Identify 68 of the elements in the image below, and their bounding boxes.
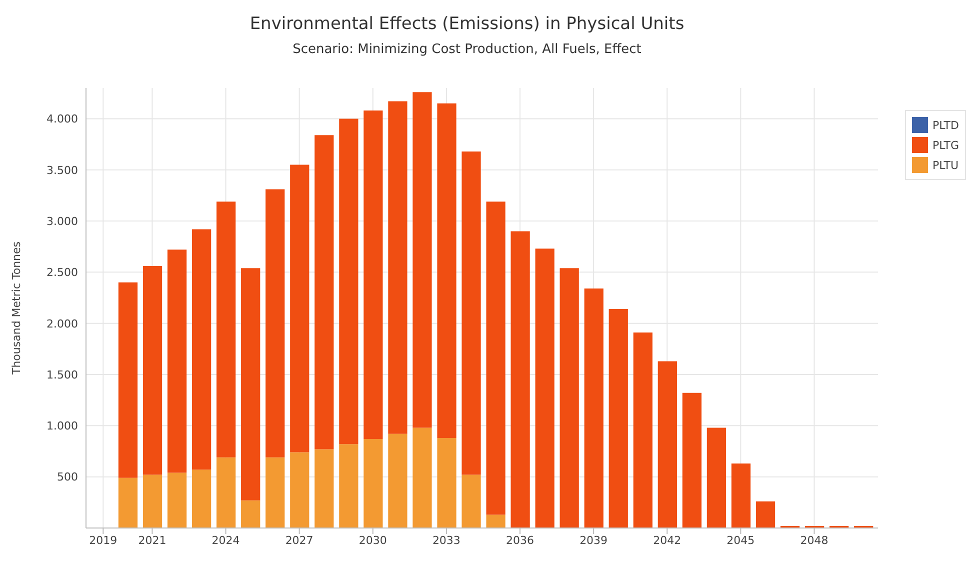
bar xyxy=(462,474,481,528)
chart-subtitle: Scenario: Minimizing Cost Production, All Fuels, Effect xyxy=(292,42,642,57)
x-tick-label: 2036 xyxy=(506,534,534,547)
bar xyxy=(756,501,776,528)
bar xyxy=(192,229,212,470)
bar xyxy=(706,428,726,528)
y-tick-label: 3.500 xyxy=(46,164,78,177)
x-tick-label: 2030 xyxy=(358,534,387,547)
x-tick-label: 2021 xyxy=(138,534,166,547)
bar xyxy=(364,110,383,439)
bar xyxy=(314,135,334,450)
bar xyxy=(192,470,212,528)
bar xyxy=(167,472,187,528)
bar xyxy=(266,457,285,528)
bar xyxy=(167,250,187,473)
y-tick-label: 3.000 xyxy=(46,214,78,228)
bar xyxy=(437,438,456,528)
bar xyxy=(486,514,506,528)
bar xyxy=(388,434,408,528)
bar xyxy=(682,392,702,528)
bar xyxy=(412,428,432,528)
bar xyxy=(216,202,236,458)
x-tick-label: 2045 xyxy=(726,534,755,547)
bar xyxy=(535,248,554,528)
bar xyxy=(266,189,285,458)
bar xyxy=(658,361,677,528)
bar xyxy=(339,444,358,528)
y-tick-label: 2.500 xyxy=(46,266,78,280)
bar xyxy=(339,118,358,444)
bar xyxy=(486,202,506,515)
x-tick-label: 2042 xyxy=(653,534,682,547)
x-tick-label: 2027 xyxy=(285,534,314,547)
x-tick-label: 2033 xyxy=(432,534,460,547)
bar xyxy=(216,457,236,528)
bar xyxy=(510,231,530,528)
bar xyxy=(118,478,138,528)
bar xyxy=(142,474,162,528)
bar xyxy=(118,282,138,478)
bar xyxy=(241,500,260,528)
bar xyxy=(608,309,628,528)
bar xyxy=(290,452,310,528)
x-tick-label: 2048 xyxy=(800,534,828,547)
bar xyxy=(142,266,162,475)
bar xyxy=(462,151,481,475)
bar xyxy=(364,438,383,528)
x-tick-label: 2039 xyxy=(580,534,608,547)
y-axis-title: Thousand Metric Tonnes xyxy=(10,241,23,376)
y-tick-label: 4.000 xyxy=(46,112,78,126)
y-tick-label: 1.000 xyxy=(46,420,78,433)
y-tick-label: 500 xyxy=(57,470,78,484)
bar xyxy=(314,449,334,528)
bar xyxy=(241,268,260,500)
bar xyxy=(388,101,408,434)
chart-title: Environmental Effects (Emissions) in Physical Units xyxy=(248,13,686,34)
bar xyxy=(584,288,604,528)
bar xyxy=(412,92,432,428)
y-tick-label: 2.000 xyxy=(46,317,78,330)
bar xyxy=(731,464,751,528)
legend-label: PLTU xyxy=(932,158,959,172)
x-tick-label: 2019 xyxy=(89,534,118,547)
y-tick-label: 1.500 xyxy=(46,368,78,382)
bar xyxy=(437,103,456,438)
bar xyxy=(633,332,652,528)
legend-label: PLTG xyxy=(932,138,959,152)
legend-label: PLTD xyxy=(932,118,959,132)
bar xyxy=(290,164,310,452)
x-tick-label: 2024 xyxy=(212,534,240,547)
bar xyxy=(560,268,579,528)
